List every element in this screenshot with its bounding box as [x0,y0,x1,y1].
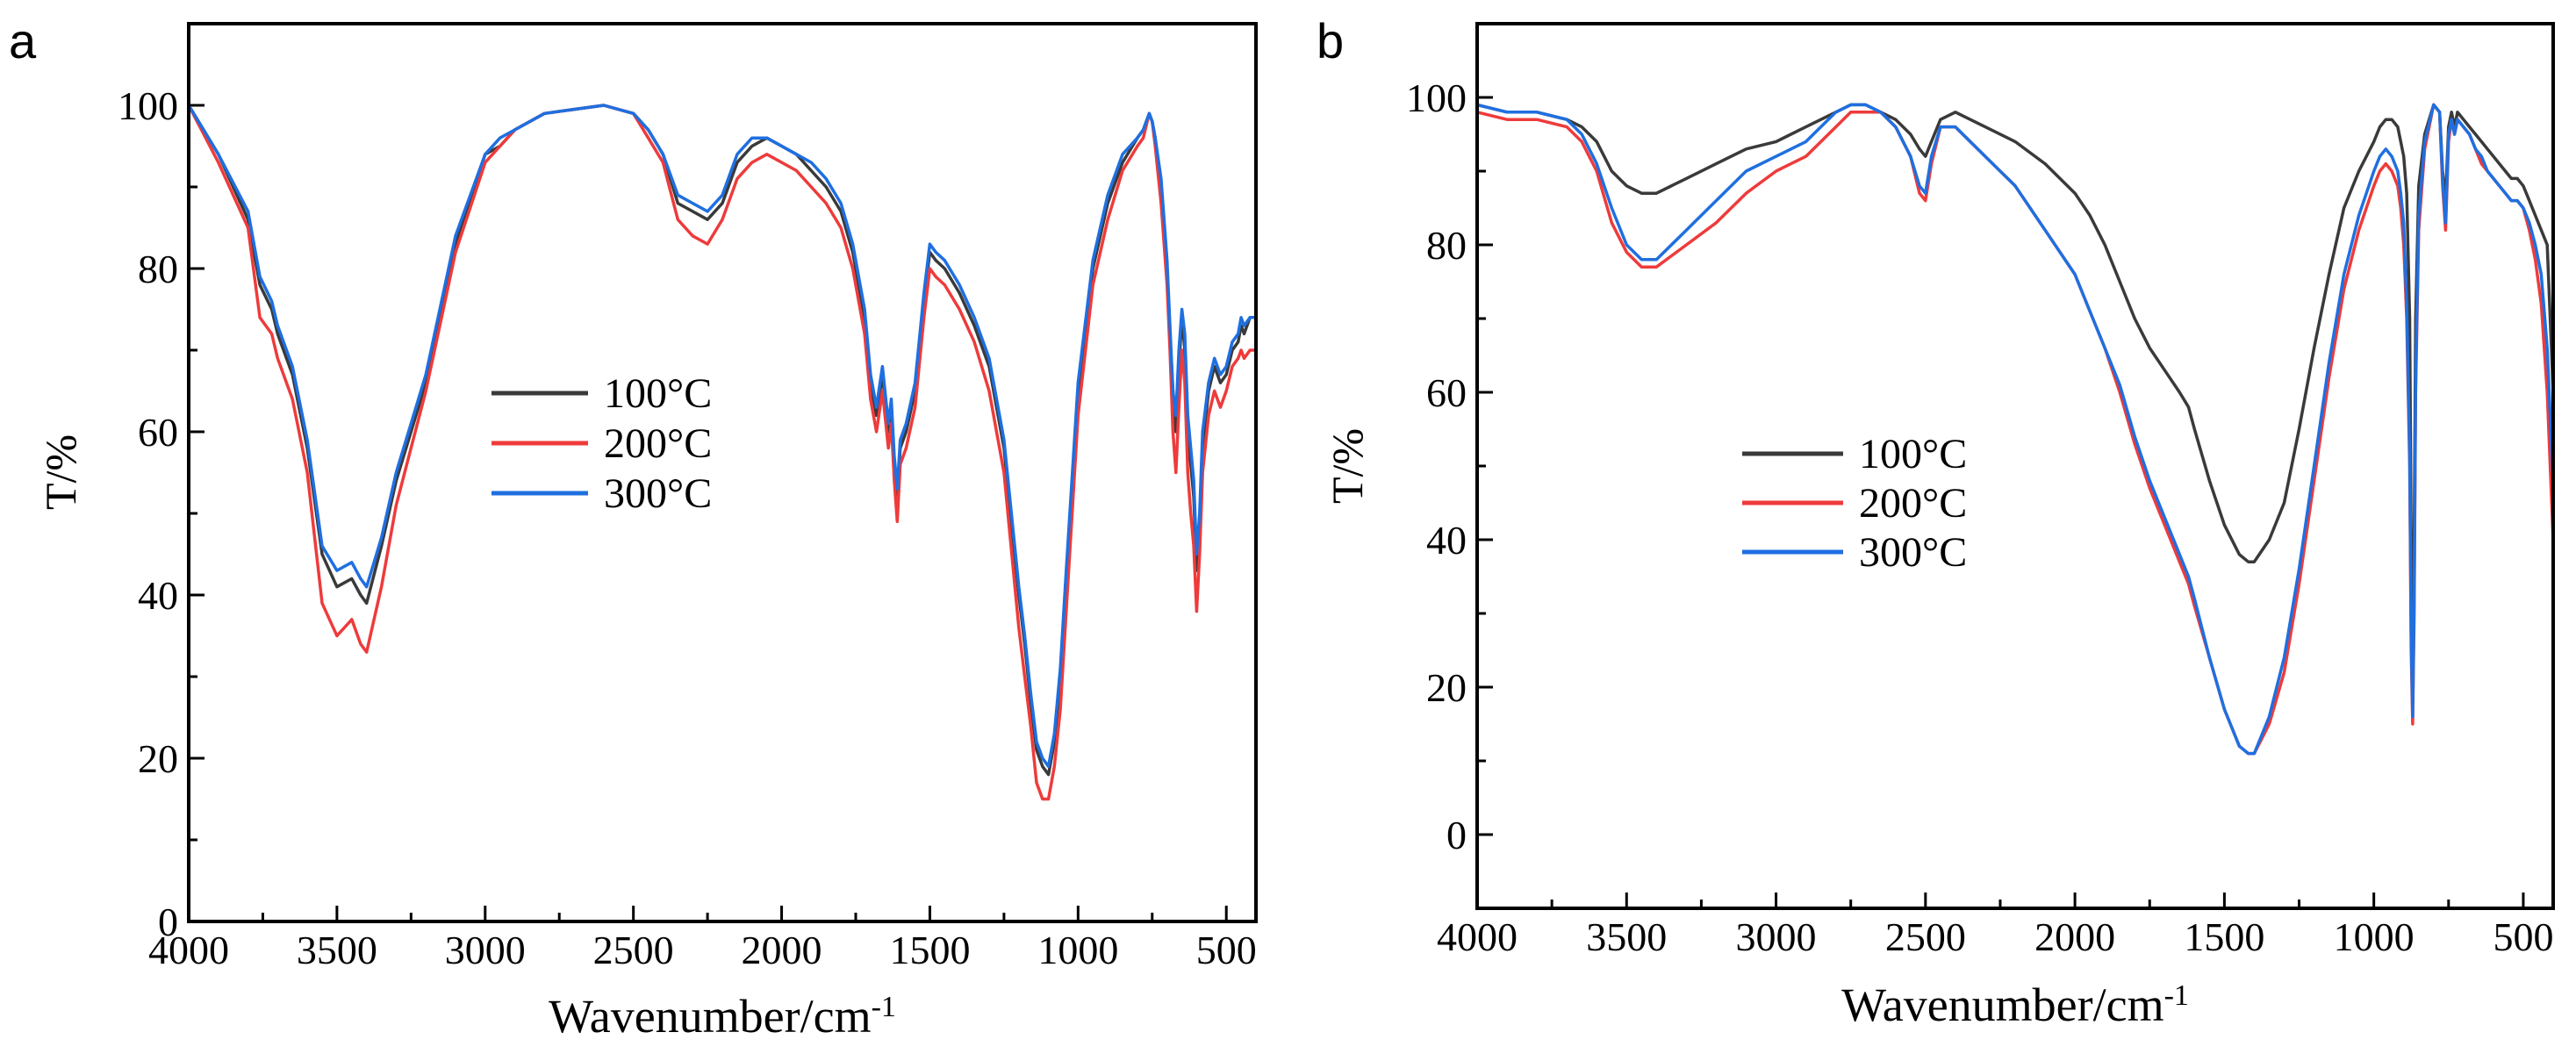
xtick-label: 2000 [2034,914,2115,959]
xtick-label: 1500 [889,928,970,972]
panel-a-tick-labels: 4000 3500 3000 2500 2000 1500 1000 500 0 20 40 60 80… [118,83,1257,972]
series-line-1 [187,104,1256,777]
series-line-3 [1476,103,2555,756]
legend-label: 200°C [1859,480,1967,527]
xtick-label: 4000 [1437,914,1518,959]
legend-label: 200°C [604,420,712,467]
panel-a-xlabel: Wavenumber/cm-1 [549,990,896,1043]
xtick-label: 500 [2493,914,2553,959]
ytick-label: 60 [138,410,178,455]
xtick-label: 3500 [1586,914,1667,959]
xtick-label: 2500 [1885,914,1966,959]
ytick-label: 100 [118,83,178,128]
ytick-label: 100 [1406,75,1467,120]
panel-a-plot-frame [187,22,1258,923]
legend-label: 100°C [604,370,712,417]
ytick-label: 60 [1426,370,1467,415]
series-line-2 [187,104,1256,801]
xtick-label: 2000 [742,928,822,972]
ytick-label: 20 [1426,665,1467,710]
xtick-label: 3500 [297,928,377,972]
xtick-label: 500 [1196,928,1257,972]
xtick-label: 1500 [2184,914,2264,959]
series-line-2 [1476,103,2555,756]
panel-b: b 4000 3500 3000 2500 2000 1500 1000 500 0 20 40 60… [1317,13,2555,1031]
ytick-label: 80 [1426,223,1467,268]
panel-b-tick-labels: 4000 3500 3000 2500 2000 1500 1000 500 0 20 40 60 80… [1406,75,2553,959]
legend-label: 100°C [1859,431,1967,477]
panel-a-series [187,104,1256,801]
xtick-label: 3000 [1736,914,1817,959]
xtick-label: 1000 [2334,914,2415,959]
series-line-3 [187,104,1256,769]
ytick-label: 0 [1446,813,1467,857]
ytick-label: 0 [158,900,178,944]
panel-b-letter: b [1317,13,1344,68]
xtick-label: 4000 [148,928,229,972]
panel-b-series [1476,103,2555,756]
panel-a: a 4000 3500 3000 2500 2000 1500 1000 500 0 20 40 60… [9,13,1258,1043]
xtick-label: 2500 [593,928,674,972]
series-line-1 [1476,103,2555,689]
panel-b-ylabel: T/% [1323,428,1372,504]
panel-a-letter: a [9,13,37,68]
ytick-label: 20 [138,736,178,781]
panel-b-plot-frame [1475,22,2555,910]
ytick-label: 80 [138,247,178,291]
xtick-label: 1000 [1037,928,1118,972]
legend-label: 300°C [604,470,712,517]
legend-label: 300°C [1859,529,1967,576]
panel-b-ticks [1475,96,2525,908]
ytick-label: 40 [138,573,178,618]
panel-b-xlabel: Wavenumber/cm-1 [1841,979,2189,1031]
xtick-label: 3000 [445,928,526,972]
panel-a-ylabel: T/% [36,434,85,510]
ytick-label: 40 [1426,518,1467,563]
